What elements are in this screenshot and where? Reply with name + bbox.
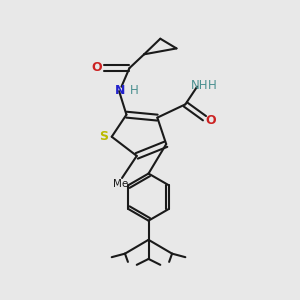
Text: Me: Me [113, 179, 128, 190]
Text: S: S [99, 130, 108, 143]
Text: NH: NH [191, 79, 209, 92]
Text: H: H [130, 84, 139, 97]
Text: H: H [208, 79, 217, 92]
Text: O: O [205, 114, 216, 127]
Text: O: O [92, 61, 102, 74]
Text: N: N [116, 84, 126, 97]
